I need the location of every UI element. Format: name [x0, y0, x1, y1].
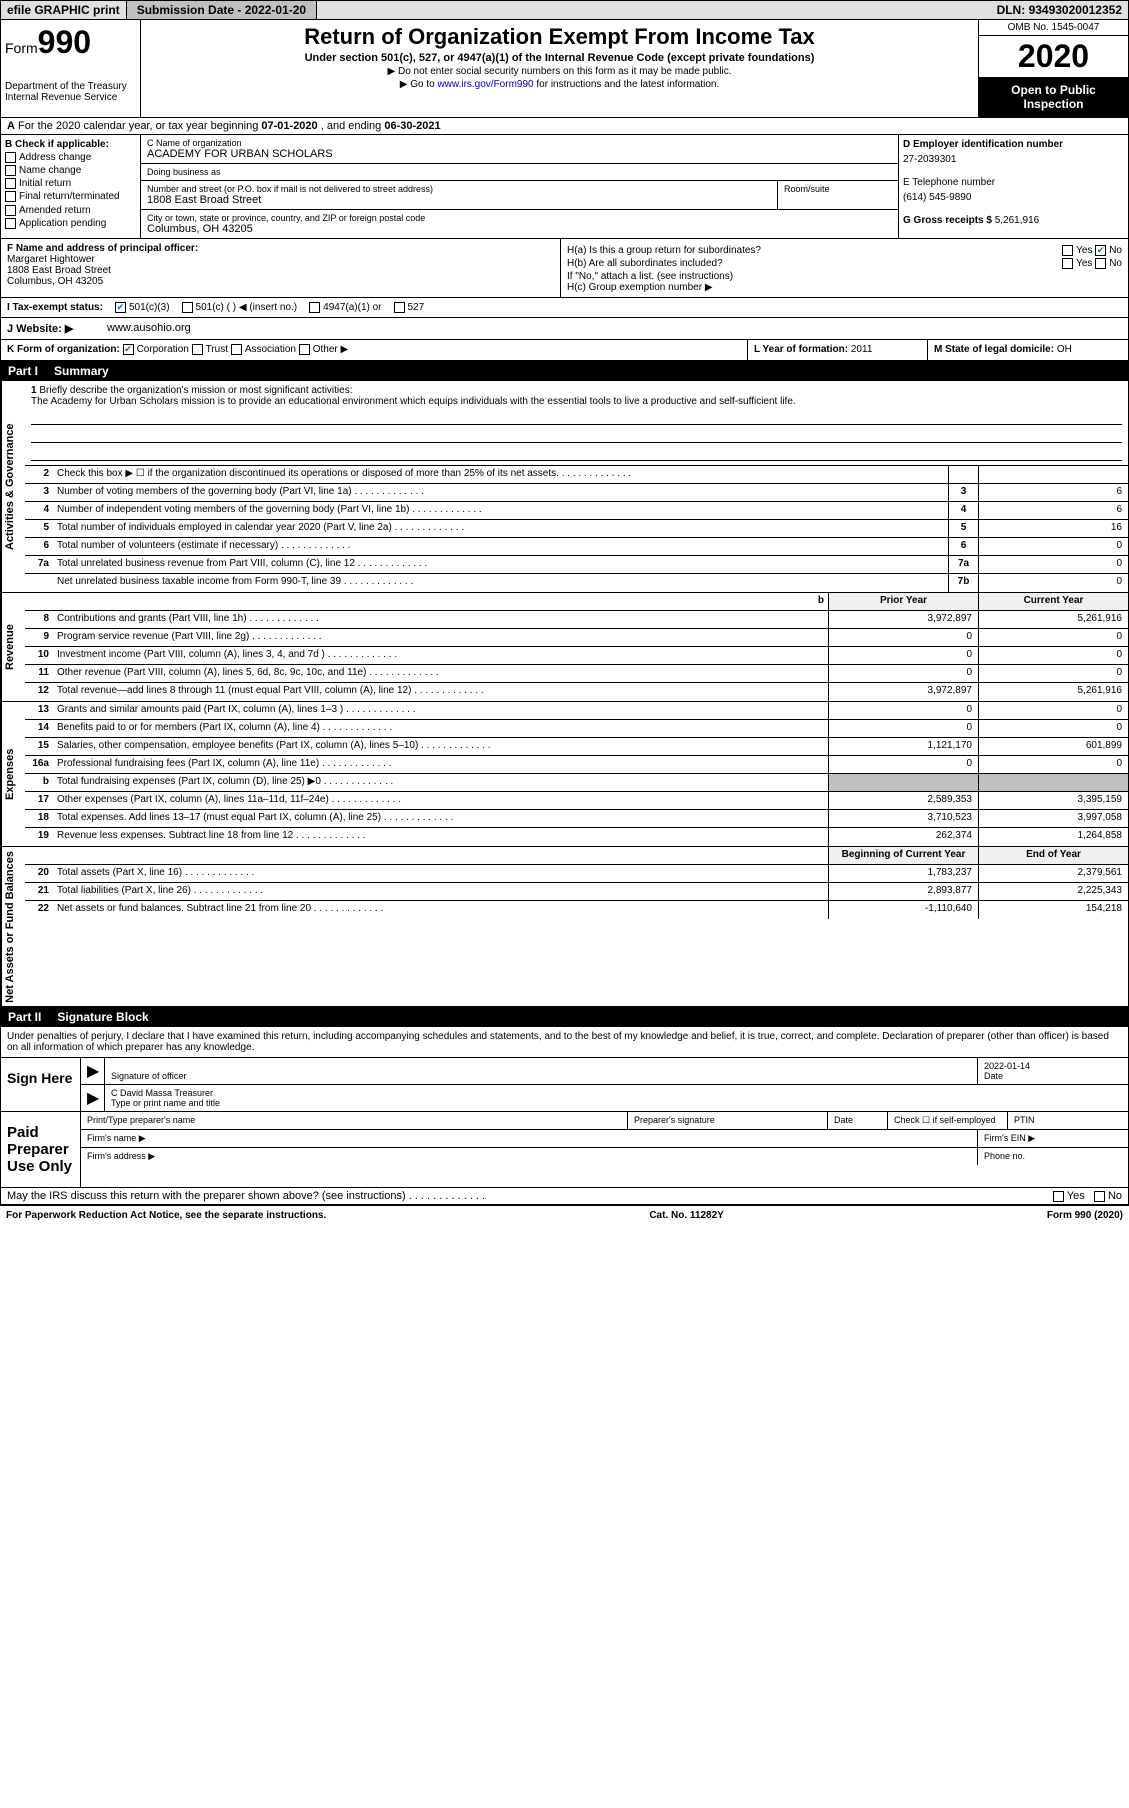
vtab-governance: Activities & Governance	[1, 381, 25, 592]
data-row: 19Revenue less expenses. Subtract line 1…	[25, 828, 1128, 846]
box-c: C Name of organizationACADEMY FOR URBAN …	[141, 135, 898, 238]
data-row: 8Contributions and grants (Part VIII, li…	[25, 611, 1128, 629]
dept-treasury: Department of the Treasury Internal Reve…	[5, 81, 136, 103]
form-header: Form990 Department of the Treasury Inter…	[0, 20, 1129, 118]
data-row: 12Total revenue—add lines 8 through 11 (…	[25, 683, 1128, 701]
part1-header: Part ISummary	[0, 361, 1129, 381]
irs-link[interactable]: www.irs.gov/Form990	[437, 79, 533, 90]
state-domicile: OH	[1057, 344, 1072, 355]
form-subtitle: Under section 501(c), 527, or 4947(a)(1)…	[149, 52, 970, 64]
officer-name: Margaret Hightower	[7, 254, 95, 265]
mission-text: The Academy for Urban Scholars mission i…	[31, 396, 796, 407]
row-i-tax-status: I Tax-exempt status: 501(c)(3) 501(c) ( …	[0, 298, 1129, 318]
data-row: 21Total liabilities (Part X, line 26)2,8…	[25, 883, 1128, 901]
box-d-e-g: D Employer identification number 27-2039…	[898, 135, 1128, 238]
note-link: ▶ Go to www.irs.gov/Form990 for instruct…	[149, 79, 970, 90]
org-name: ACADEMY FOR URBAN SCHOLARS	[147, 148, 892, 160]
chk-amended[interactable]: Amended return	[5, 205, 136, 216]
public-inspection: Open to Public Inspection	[979, 77, 1128, 117]
vtab-revenue: Revenue	[1, 593, 25, 701]
omb-number: OMB No. 1545-0047	[979, 20, 1128, 36]
data-row: 18Total expenses. Add lines 13–17 (must …	[25, 810, 1128, 828]
note-ssn: ▶ Do not enter social security numbers o…	[149, 66, 970, 77]
year-formation: 2011	[851, 344, 873, 355]
data-row: 9Program service revenue (Part VIII, lin…	[25, 629, 1128, 647]
street-address: 1808 East Broad Street	[147, 194, 771, 206]
data-row: 16aProfessional fundraising fees (Part I…	[25, 756, 1128, 774]
page-footer: For Paperwork Reduction Act Notice, see …	[0, 1205, 1129, 1225]
form-title: Return of Organization Exempt From Incom…	[149, 24, 970, 50]
tax-year: 2020	[979, 36, 1128, 77]
vtab-net-assets: Net Assets or Fund Balances	[1, 847, 25, 1007]
website-url: www.ausohio.org	[107, 322, 191, 335]
efile-label: efile GRAPHIC print	[1, 1, 127, 19]
chk-pending[interactable]: Application pending	[5, 218, 136, 229]
chk-final[interactable]: Final return/terminated	[5, 191, 136, 202]
chk-name[interactable]: Name change	[5, 165, 136, 176]
gov-row: Net unrelated business taxable income fr…	[25, 574, 1128, 592]
sign-here-block: Sign Here ▶Signature of officer2022-01-1…	[0, 1058, 1129, 1112]
submission-date: Submission Date - 2022-01-20	[127, 1, 317, 19]
gov-row: 7aTotal unrelated business revenue from …	[25, 556, 1128, 574]
summary-governance: Activities & Governance 1 Briefly descri…	[0, 381, 1129, 593]
gov-row: 2Check this box ▶ ☐ if the organization …	[25, 466, 1128, 484]
chk-address[interactable]: Address change	[5, 152, 136, 163]
summary-expenses: Expenses 13Grants and similar amounts pa…	[0, 702, 1129, 847]
data-row: bTotal fundraising expenses (Part IX, co…	[25, 774, 1128, 792]
part2-header: Part IISignature Block	[0, 1007, 1129, 1027]
city-state-zip: Columbus, OH 43205	[147, 223, 892, 235]
officer-name-title: C David Massa Treasurer	[111, 1088, 213, 1098]
data-row: 11Other revenue (Part VIII, column (A), …	[25, 665, 1128, 683]
form-number: Form990	[5, 24, 136, 61]
gov-row: 6Total number of volunteers (estimate if…	[25, 538, 1128, 556]
paid-preparer-block: Paid Preparer Use Only Print/Type prepar…	[0, 1112, 1129, 1188]
summary-net-assets: Net Assets or Fund Balances Beginning of…	[0, 847, 1129, 1008]
box-f: F Name and address of principal officer:…	[1, 239, 561, 297]
phone: (614) 545-9890	[903, 192, 1124, 203]
row-a-tax-year: A For the 2020 calendar year, or tax yea…	[0, 118, 1129, 135]
row-k-l-m: K Form of organization: Corporation Trus…	[0, 340, 1129, 360]
row-f-h: F Name and address of principal officer:…	[0, 239, 1129, 298]
gov-row: 3Number of voting members of the governi…	[25, 484, 1128, 502]
chk-initial[interactable]: Initial return	[5, 178, 136, 189]
gov-row: 5Total number of individuals employed in…	[25, 520, 1128, 538]
data-row: 17Other expenses (Part IX, column (A), l…	[25, 792, 1128, 810]
data-row: 20Total assets (Part X, line 16)1,783,23…	[25, 865, 1128, 883]
row-j-website: J Website: ▶ www.ausohio.org	[0, 318, 1129, 340]
ein: 27-2039301	[903, 154, 1124, 165]
discuss-row: May the IRS discuss this return with the…	[0, 1188, 1129, 1205]
dln: DLN: 93493020012352	[991, 1, 1128, 19]
sign-date: 2022-01-14	[984, 1061, 1030, 1071]
vtab-expenses: Expenses	[1, 702, 25, 846]
data-row: 13Grants and similar amounts paid (Part …	[25, 702, 1128, 720]
data-row: 15Salaries, other compensation, employee…	[25, 738, 1128, 756]
mission-block: 1 Briefly describe the organization's mi…	[25, 381, 1128, 466]
data-row: 22Net assets or fund balances. Subtract …	[25, 901, 1128, 919]
gov-row: 4Number of independent voting members of…	[25, 502, 1128, 520]
top-bar: efile GRAPHIC print Submission Date - 20…	[0, 0, 1129, 20]
summary-revenue: Revenue bPrior YearCurrent Year 8Contrib…	[0, 593, 1129, 702]
gross-receipts: 5,261,916	[995, 215, 1040, 226]
box-b: B Check if applicable: Address change Na…	[1, 135, 141, 238]
data-row: 14Benefits paid to or for members (Part …	[25, 720, 1128, 738]
signature-declaration: Under penalties of perjury, I declare th…	[0, 1027, 1129, 1058]
data-row: 10Investment income (Part VIII, column (…	[25, 647, 1128, 665]
section-b-c-d: B Check if applicable: Address change Na…	[0, 135, 1129, 239]
box-h: H(a) Is this a group return for subordin…	[561, 239, 1128, 297]
